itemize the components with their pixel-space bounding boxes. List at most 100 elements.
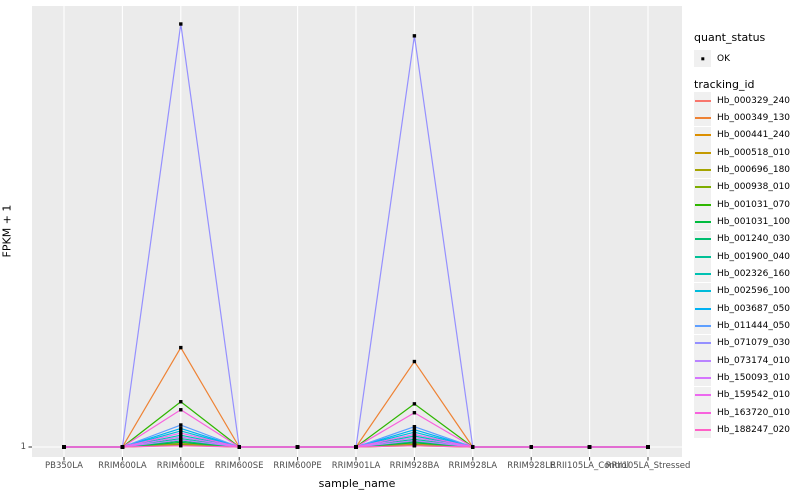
data-point bbox=[179, 431, 183, 435]
legend-key-box bbox=[694, 230, 711, 248]
data-point bbox=[179, 400, 183, 404]
line-swatch-icon bbox=[694, 272, 711, 275]
data-point bbox=[179, 426, 183, 431]
data-point bbox=[412, 432, 417, 437]
data-point bbox=[120, 445, 125, 449]
data-point bbox=[587, 445, 592, 449]
legend-item-Hb_001240_030: Hb_001240_030 bbox=[694, 230, 791, 248]
legend-item-Hb_000349_130: Hb_000349_130 bbox=[694, 109, 791, 127]
line-swatch-icon bbox=[694, 238, 711, 241]
data-point bbox=[412, 430, 417, 434]
legend-title-quant-status: quant_status bbox=[694, 31, 766, 44]
data-point bbox=[295, 445, 300, 449]
legend-key-box bbox=[694, 126, 711, 144]
legend-item-label: Hb_071079_030 bbox=[717, 338, 791, 349]
legend-item-Hb_001031_100: Hb_001031_100 bbox=[694, 213, 791, 231]
data-point bbox=[529, 445, 533, 449]
data-point bbox=[412, 427, 417, 432]
legend-key-box bbox=[694, 178, 711, 196]
tracking-id-legend-items: Hb_000329_240 Hb_000349_130 Hb_000441_240 H… bbox=[694, 92, 790, 439]
line-swatch-icon bbox=[694, 203, 711, 206]
legend-key-box bbox=[694, 196, 711, 214]
legend-item-Hb_000518_010: Hb_000518_010 bbox=[694, 144, 790, 162]
x-tick-label: RRIM928LE bbox=[507, 461, 556, 471]
x-tick-label: RRIM600LA bbox=[98, 461, 147, 471]
legend-item-label: Hb_001240_030 bbox=[717, 234, 791, 245]
data-point bbox=[237, 445, 241, 449]
data-point bbox=[412, 424, 417, 429]
legend-item-label: Hb_150093_010 bbox=[717, 372, 791, 383]
legend-item-Hb_000696_180: Hb_000696_180 bbox=[694, 161, 791, 179]
data-point bbox=[179, 22, 183, 26]
data-point bbox=[412, 411, 417, 415]
y-tick-label-1: 1 bbox=[20, 442, 26, 452]
x-tick-label: RRII105LA_Control bbox=[550, 461, 629, 471]
x-tick-label: RRIM600PE bbox=[273, 461, 322, 471]
legend-item-label: Hb_000938_010 bbox=[717, 182, 791, 193]
legend-item-Hb_073174_010: Hb_073174_010 bbox=[694, 352, 791, 370]
legend-item-Hb_150093_010: Hb_150093_010 bbox=[694, 369, 791, 387]
line-swatch-icon bbox=[694, 394, 711, 397]
x-tick-label: PB350LA bbox=[45, 461, 83, 471]
legend-item-Hb_188247_020: Hb_188247_020 bbox=[694, 421, 790, 439]
legend-item-label: Hb_003687_050 bbox=[717, 303, 791, 314]
line-swatch-icon bbox=[694, 428, 711, 431]
legend-key-box bbox=[694, 144, 711, 162]
line-swatch-icon bbox=[694, 359, 711, 362]
legend-key-box bbox=[694, 248, 711, 266]
legend-key-box bbox=[694, 109, 711, 127]
legend-key-box bbox=[694, 421, 711, 439]
x-tick-label: RRIM928LA bbox=[448, 461, 498, 471]
legend-item-label: Hb_073174_010 bbox=[717, 355, 791, 366]
line-swatch-icon bbox=[694, 376, 711, 379]
data-point bbox=[179, 435, 183, 439]
legend-item-label: Hb_000696_180 bbox=[717, 164, 791, 175]
line-swatch-icon bbox=[694, 290, 711, 293]
legend-item-Hb_002326_160: Hb_002326_160 bbox=[694, 265, 791, 283]
data-point bbox=[471, 445, 475, 449]
legend-key-box bbox=[694, 282, 711, 300]
data-point bbox=[179, 429, 183, 433]
x-tick-label: RRIM600LE bbox=[156, 461, 205, 471]
line-swatch-icon bbox=[694, 151, 711, 154]
data-point bbox=[179, 444, 183, 448]
legend-item-label: Hb_001031_070 bbox=[717, 199, 791, 210]
legend-item-label: Hb_002326_160 bbox=[717, 268, 791, 279]
legend-key-box bbox=[694, 213, 711, 231]
data-point bbox=[179, 438, 183, 442]
y-axis-title: FPKM + 1 bbox=[0, 204, 14, 258]
data-point bbox=[354, 445, 358, 449]
legend-item-Hb_071079_030: Hb_071079_030 bbox=[694, 334, 791, 352]
legend-item-Hb_011444_050: Hb_011444_050 bbox=[694, 317, 791, 335]
legend-item-label: Hb_000349_130 bbox=[717, 112, 791, 123]
legend-item-Hb_003687_050: Hb_003687_050 bbox=[694, 300, 791, 318]
legend-key-box bbox=[694, 317, 711, 335]
legend-key-box bbox=[694, 265, 711, 283]
legend-item-Hb_001900_040: Hb_001900_040 bbox=[694, 248, 791, 266]
legend-key-box bbox=[694, 404, 711, 422]
data-point bbox=[412, 444, 417, 448]
data-point bbox=[179, 423, 183, 427]
data-point bbox=[412, 359, 417, 364]
legend-item-Hb_163720_010: Hb_163720_010 bbox=[694, 404, 791, 422]
line-swatch-icon bbox=[694, 342, 711, 345]
legend-key-box bbox=[694, 369, 711, 387]
x-axis-title: sample_name bbox=[318, 477, 396, 490]
legend-item-Hb_002596_100: Hb_002596_100 bbox=[694, 282, 790, 300]
legend-item-label: Hb_001031_100 bbox=[717, 216, 791, 227]
line-swatch-icon bbox=[694, 307, 711, 310]
legend-item-label: Hb_163720_010 bbox=[717, 407, 791, 418]
legend-item-label: Hb_011444_050 bbox=[717, 320, 791, 331]
legend-item-label: Hb_000329_240 bbox=[717, 95, 791, 106]
data-point bbox=[179, 408, 183, 412]
legend-key-box bbox=[694, 334, 711, 352]
legend-item-Hb_000938_010: Hb_000938_010 bbox=[694, 178, 791, 196]
line-swatch-icon bbox=[694, 411, 711, 414]
legend-item-label: OK bbox=[717, 53, 730, 64]
data-point bbox=[412, 34, 417, 38]
legend-item-label: Hb_001900_040 bbox=[717, 251, 791, 262]
x-tick-label: RRIM928BA bbox=[389, 461, 440, 471]
legend-key-box bbox=[694, 300, 711, 318]
legend-key-box bbox=[694, 386, 711, 404]
x-tick-label: RRII105LA_Stressed bbox=[605, 461, 691, 471]
